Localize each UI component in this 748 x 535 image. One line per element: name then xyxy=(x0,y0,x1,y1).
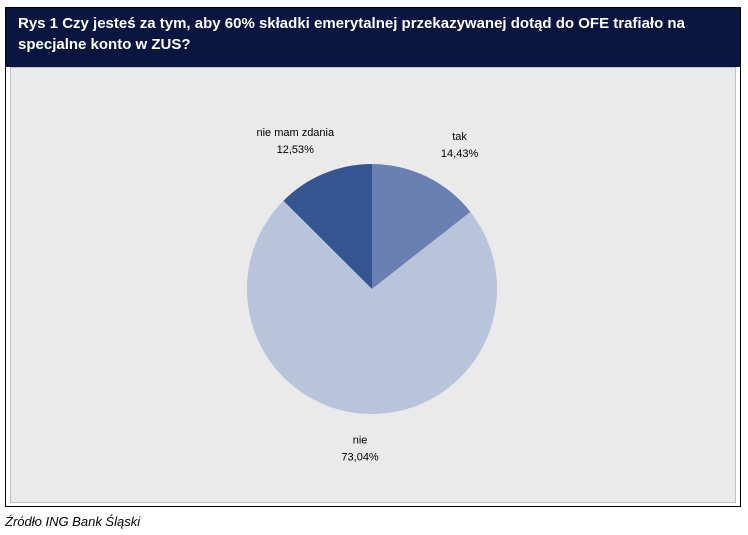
pie-slice xyxy=(372,164,471,289)
slice-label: tak xyxy=(452,131,467,143)
slice-label: nie mam zdania xyxy=(256,127,335,139)
source-note: Źródło ING Bank Śląski xyxy=(5,514,141,529)
value-label: 14,43% xyxy=(441,148,479,160)
slice-label: nie xyxy=(353,435,368,447)
chart-frame: Rys 1 Czy jesteś za tym, aby 60% składki… xyxy=(5,7,741,507)
plot-area: tak 14,43% nie 73,04% nie mam zdania 12,53% xyxy=(10,67,736,503)
pie-slice xyxy=(247,200,497,414)
value-label: 12,53% xyxy=(277,144,315,156)
chart-title: Rys 1 Czy jesteś za tym, aby 60% składki… xyxy=(6,8,740,67)
value-label: 73,04% xyxy=(341,452,379,464)
pie-slice xyxy=(283,164,372,289)
